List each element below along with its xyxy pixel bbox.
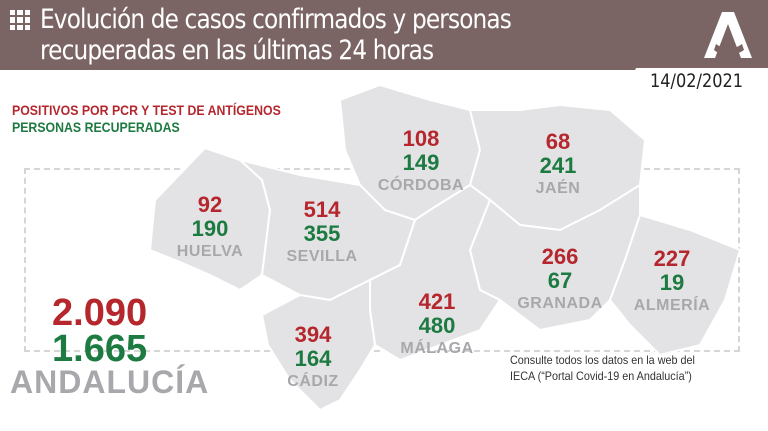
legend-positives: POSITIVOS POR PCR Y TEST DE ANTÍGENOS: [12, 102, 281, 118]
province-malaga: 421 480 MÁLAGA: [400, 289, 474, 358]
page-title: Evolución de casos confirmados y persona…: [40, 4, 512, 66]
legend-recovered: PERSONAS RECUPERADAS: [12, 119, 180, 135]
header-banner: [0, 0, 768, 70]
province-shape-almeria: [608, 213, 742, 357]
total-positives: 2.090: [52, 292, 148, 334]
province-almeria: 227 19 ALMERÍA: [633, 246, 711, 315]
region-name: ANDALUCÍA: [10, 364, 216, 401]
total-recovered: 1.665: [52, 328, 148, 370]
province-shape-cadiz: [260, 278, 377, 412]
province-jaen: 68 241 JAÉN: [535, 129, 581, 198]
date-tab: [636, 68, 768, 94]
province-huelva: 92 190 HUELVA: [176, 192, 244, 261]
junta-andalucia-logo-icon: [704, 12, 752, 58]
province-cadiz: 394 164 CÁDIZ: [287, 322, 339, 391]
province-sevilla: 514 355 SEVILLA: [286, 197, 358, 266]
source-note: Consulte todos los datos en la web del IE…: [510, 353, 695, 383]
grid-icon: [10, 10, 30, 30]
date-label: 14/02/2021: [650, 70, 744, 92]
province-cordoba: 108 149 CÓRDOBA: [377, 126, 465, 195]
province-granada: 266 67 GRANADA: [517, 244, 603, 313]
